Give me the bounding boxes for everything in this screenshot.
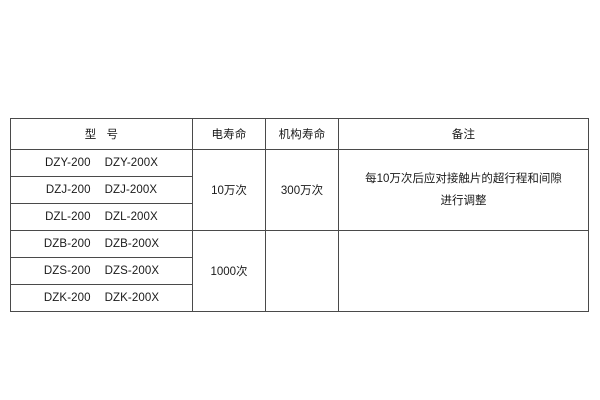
cell-model-1: DZJ-200 DZJ-200X	[10, 176, 193, 204]
model-code-primary-2: DZL-200	[45, 211, 91, 223]
model-code-primary-4: DZS-200	[43, 265, 91, 277]
header-cell-remarks: 备注	[338, 118, 589, 150]
table-row: DZB-200 DZB-200X 1000次	[10, 230, 589, 312]
model-code-variant-1: DZJ-200X	[104, 184, 158, 196]
cell-electrical-life-group-1: 1000次	[192, 230, 266, 312]
model-code-primary-1: DZJ-200	[45, 184, 91, 196]
table-header-row: 型号 电寿命 机构寿命 备注	[10, 118, 589, 150]
cell-model-5: DZK-200 DZK-200X	[10, 284, 193, 312]
cell-model-4: DZS-200 DZS-200X	[10, 257, 193, 285]
model-code-variant-2: DZL-200X	[104, 211, 158, 223]
model-code-variant-4: DZS-200X	[104, 265, 160, 277]
header-cell-model: 型号	[10, 118, 193, 150]
cell-model-2: DZL-200 DZL-200X	[10, 203, 193, 231]
model-code-primary-5: DZK-200	[43, 292, 91, 304]
cell-remarks-group-1	[338, 230, 589, 312]
table-row: DZK-200 DZK-200X	[10, 284, 589, 312]
cell-mechanical-life-group-0: 300万次	[265, 149, 339, 231]
model-code-primary-3: DZB-200	[43, 238, 91, 250]
model-code-primary-0: DZY-200	[44, 157, 91, 169]
model-code-variant-5: DZK-200X	[104, 292, 160, 304]
model-code-variant-0: DZY-200X	[104, 157, 159, 169]
cell-remarks-group-0: 每10万次后应对接触片的超行程和间隙 进行调整	[338, 149, 589, 231]
remark-line-1: 每10万次后应对接触片的超行程和间隙	[365, 173, 562, 185]
model-code-variant-3: DZB-200X	[104, 238, 160, 250]
cell-electrical-life-group-0: 10万次	[192, 149, 266, 231]
header-cell-mechanical-life: 机构寿命	[265, 118, 339, 150]
cell-mechanical-life-group-1	[265, 230, 339, 312]
spec-table-container: 型号 电寿命 机构寿命 备注 DZY-200 DZY-200X 10万次 300万…	[10, 118, 589, 312]
specification-table: 型号 电寿命 机构寿命 备注 DZY-200 DZY-200X 10万次 300万…	[10, 118, 589, 312]
header-cell-electrical-life: 电寿命	[192, 118, 266, 150]
table-row: DZY-200 DZY-200X 10万次 300万次 每10万次后应对接触片的超…	[10, 149, 589, 231]
table-row: DZS-200 DZS-200X	[10, 257, 589, 285]
cell-model-0: DZY-200 DZY-200X	[10, 149, 193, 177]
remark-line-2: 进行调整	[440, 195, 487, 207]
header-model-part-a: 型	[84, 129, 97, 141]
header-model-part-b: 号	[106, 129, 119, 141]
cell-model-3: DZB-200 DZB-200X	[10, 230, 193, 258]
table-row: DZJ-200 DZJ-200X	[10, 176, 589, 204]
table-row: DZL-200 DZL-200X	[10, 203, 589, 231]
